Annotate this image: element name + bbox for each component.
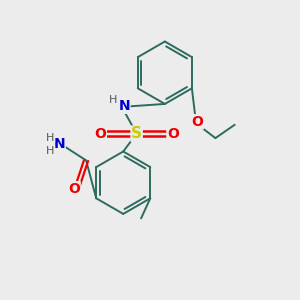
Text: N: N: [53, 137, 65, 151]
Text: S: S: [131, 126, 142, 141]
Text: H: H: [46, 133, 55, 142]
Text: O: O: [68, 182, 80, 196]
Text: O: O: [167, 127, 179, 141]
Text: O: O: [94, 127, 106, 141]
Text: N: N: [118, 99, 130, 113]
Text: H: H: [46, 146, 55, 156]
Text: H: H: [109, 95, 118, 105]
Text: O: O: [192, 115, 203, 129]
